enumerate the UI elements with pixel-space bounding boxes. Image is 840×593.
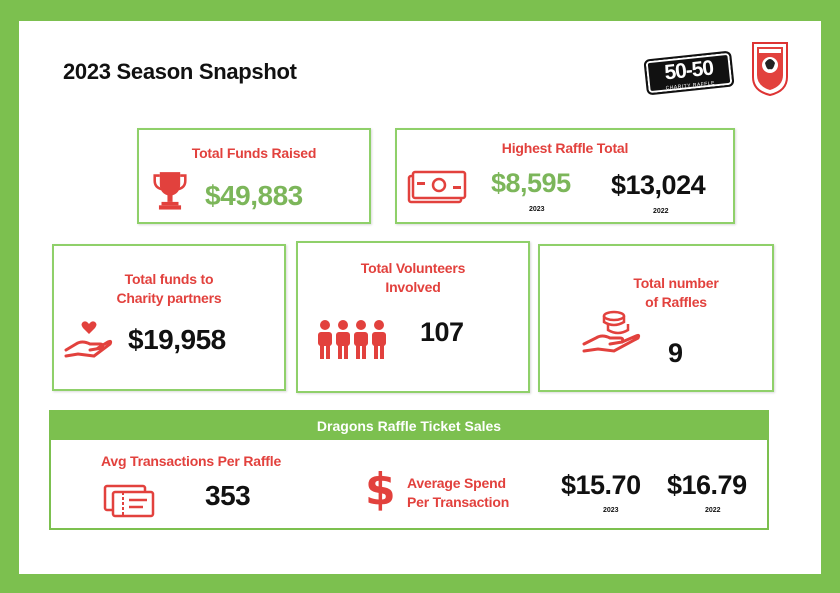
charity-value: $19,958 bbox=[128, 324, 226, 355]
ticket-sales-section: Dragons Raffle Ticket Sales Avg Transact… bbox=[49, 410, 769, 530]
raffles-value: 9 bbox=[668, 338, 683, 368]
snapshot-card: 2023 Season Snapshot 50-50 CHARITY RAFFL… bbox=[19, 21, 821, 574]
volunteers-value: 107 bbox=[420, 317, 464, 347]
highest-raffle-box: Highest Raffle Total $8,595 2023 $13,024… bbox=[395, 128, 735, 224]
avg-transactions-value: 353 bbox=[205, 480, 251, 511]
avg-spend-2023-value: $15.70 bbox=[561, 470, 641, 500]
volunteers-label-line1: Total Volunteers bbox=[360, 260, 466, 276]
raffle-logo: 50-50 CHARITY RAFFLE bbox=[643, 50, 735, 96]
people-icon bbox=[318, 320, 386, 359]
dragons-shield-logo bbox=[752, 42, 788, 97]
avg-spend-2023-year: 2023 bbox=[603, 507, 619, 514]
highest-raffle-2022-value: $13,024 bbox=[611, 170, 706, 200]
avg-transactions-label: Avg Transactions Per Raffle bbox=[101, 453, 282, 469]
avg-spend-label-line2: Per Transaction bbox=[407, 494, 510, 510]
ticket-sales-header: Dragons Raffle Ticket Sales bbox=[51, 412, 767, 440]
charity-label-line1: Total funds to bbox=[124, 271, 214, 287]
page-title: 2023 Season Snapshot bbox=[63, 59, 297, 84]
volunteers-label-line2: Involved bbox=[385, 279, 441, 295]
charity-label-line2: Charity partners bbox=[116, 290, 222, 306]
highest-raffle-2022-year: 2022 bbox=[653, 208, 669, 215]
highest-raffle-2023-year: 2023 bbox=[529, 206, 545, 213]
avg-spend-2022-year: 2022 bbox=[705, 507, 721, 514]
funds-raised-label: Total Funds Raised bbox=[191, 145, 317, 161]
highest-raffle-label: Highest Raffle Total bbox=[501, 140, 629, 156]
raffles-box: Total number of Raffles 9 bbox=[538, 244, 774, 392]
charity-box: Total funds to Charity partners $19,958 bbox=[52, 244, 286, 391]
highest-raffle-2023-value: $8,595 bbox=[491, 168, 571, 198]
volunteers-box: Total Volunteers Involved 107 bbox=[296, 241, 530, 393]
ticket-icon bbox=[103, 484, 155, 518]
heart-hand-icon bbox=[64, 321, 113, 358]
avg-spend-label-line1: Average Spend bbox=[407, 475, 506, 491]
cash-icon bbox=[407, 170, 467, 204]
dollar-icon: $ bbox=[365, 464, 396, 515]
raffles-label-line2: of Raffles bbox=[645, 294, 707, 310]
funds-raised-value: $49,883 bbox=[205, 180, 303, 211]
funds-raised-box: Total Funds Raised $49,883 bbox=[137, 128, 371, 224]
avg-spend-2022-value: $16.79 bbox=[667, 470, 747, 500]
raffles-label-line1: Total number bbox=[633, 275, 719, 291]
coins-hand-icon bbox=[582, 310, 641, 353]
trophy-icon bbox=[153, 172, 187, 210]
